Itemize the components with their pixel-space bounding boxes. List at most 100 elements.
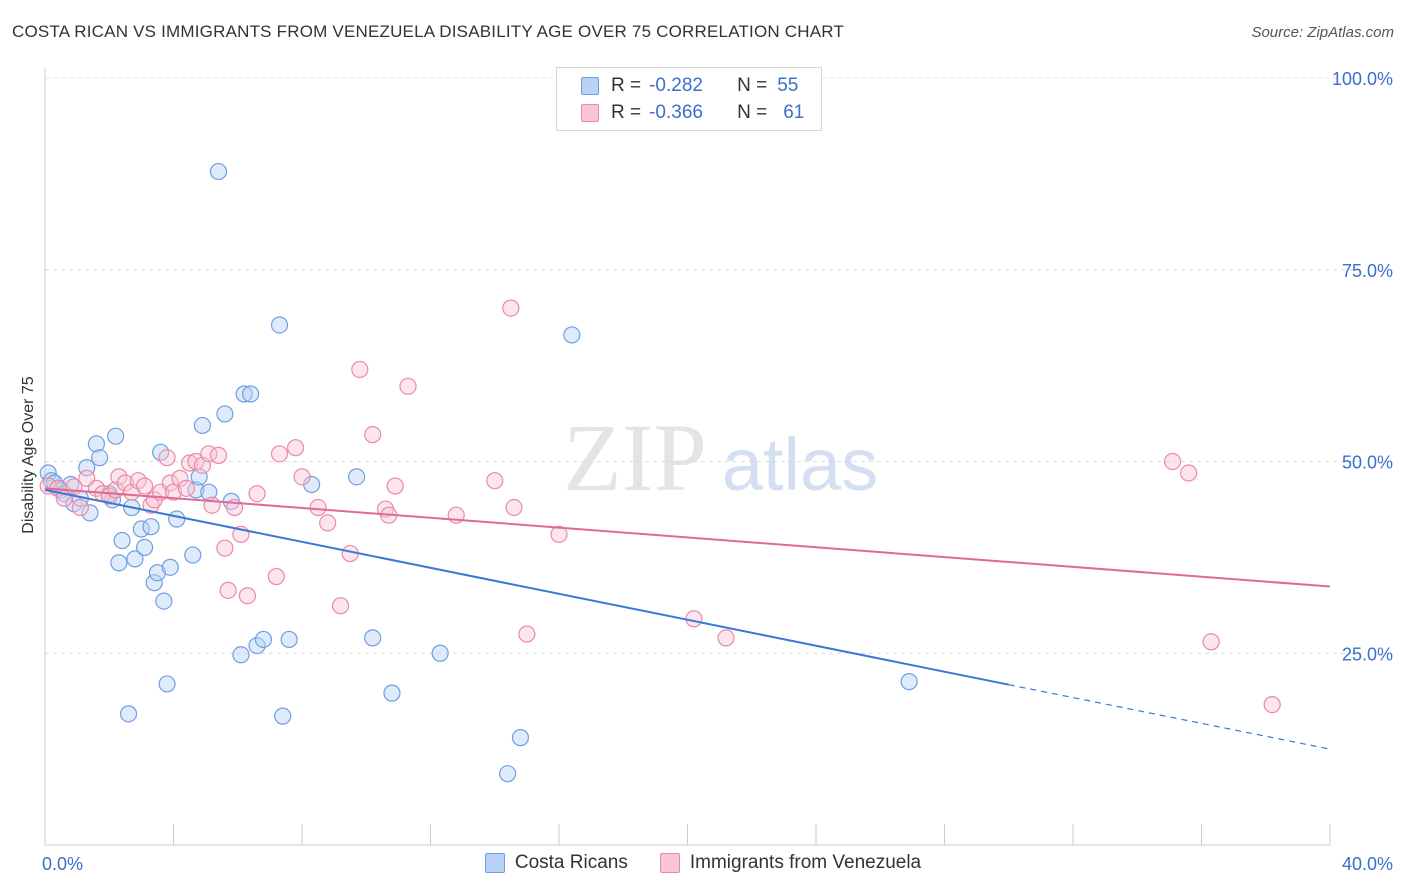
x-tick-label: 0.0% (42, 854, 83, 874)
venezuela-point (238, 587, 256, 605)
chart-title: COSTA RICAN VS IMMIGRANTS FROM VENEZUELA… (12, 22, 845, 41)
venezuela-point (171, 469, 189, 487)
venezuela-point (248, 485, 266, 503)
costa-ricans-point (900, 673, 918, 691)
costa-ricans-point (91, 449, 109, 467)
costa-ricans-point (62, 475, 80, 494)
legend-item-costa-ricans[interactable]: Costa Ricans (484, 852, 628, 874)
venezuela-point (1180, 464, 1198, 482)
venezuela-point (505, 498, 523, 517)
venezuela-point (399, 377, 417, 395)
venezuela-trend-line (44, 487, 1331, 588)
venezuela-point (203, 496, 221, 514)
venezuela-point (717, 629, 735, 647)
venezuela-point (293, 468, 311, 486)
n-value: 55 (777, 75, 799, 96)
source-label: Source: ZipAtlas.com (1251, 24, 1394, 41)
venezuela-point (71, 498, 89, 517)
venezuela-swatch-icon (581, 104, 599, 122)
venezuela-point (1163, 452, 1182, 471)
watermark-atlas: atlas (722, 423, 878, 506)
costa-ricans-swatch-icon (581, 77, 599, 95)
costa-ricans-point (348, 468, 366, 486)
r-label: R = (611, 75, 642, 96)
venezuela-point (267, 567, 285, 586)
costa-ricans-legend-swatch-icon (484, 853, 505, 873)
n-value: 61 (783, 102, 805, 123)
costa-ricans-point (232, 646, 250, 664)
costa-ricans-point (110, 554, 128, 572)
costa-ricans-point (142, 518, 160, 536)
costa-ricans-point (126, 550, 144, 568)
venezuela-point (270, 445, 289, 463)
venezuela-point (1202, 633, 1220, 651)
chart-legend: Costa Ricans Immigrants from Venezuela (0, 852, 1406, 874)
n-label: N = (737, 102, 768, 123)
venezuela-point (331, 597, 350, 615)
costa-ricans-point (158, 675, 176, 693)
costa-ricans-point (235, 385, 253, 403)
costa-ricans-point (364, 629, 382, 647)
stats-row-venezuela: R = -0.366 N = 61 (557, 100, 804, 126)
costa-ricans-point (499, 765, 517, 783)
costa-ricans-point (274, 707, 292, 725)
costa-ricans-point (431, 644, 449, 662)
venezuela-point (116, 474, 134, 492)
stats-row-costa-ricans: R = -0.282 N = 55 (557, 73, 798, 99)
costa-ricans-point (254, 630, 273, 649)
costa-ricans-point (81, 504, 99, 522)
costa-ricans-point (184, 546, 202, 564)
costa-ricans-point (87, 435, 106, 453)
venezuela-point (364, 426, 382, 444)
venezuela-point (1263, 696, 1281, 714)
venezuela-point (161, 474, 179, 492)
costa-ricans-point (563, 326, 581, 344)
watermark-zip: ZIP (563, 404, 707, 511)
costa-ricans-point (383, 684, 401, 702)
y-tick-label: 75.0% (1342, 261, 1393, 281)
x-tick-label: 40.0% (1342, 854, 1393, 874)
venezuela-point (685, 610, 703, 628)
y-tick-label: 100.0% (1332, 69, 1393, 89)
legend-item-venezuela[interactable]: Immigrants from Venezuela (659, 852, 922, 874)
costa-ricans-point (193, 416, 212, 435)
venezuela-point (135, 477, 154, 495)
n-label: N = (737, 75, 768, 96)
venezuela-point (486, 472, 504, 490)
venezuela-point (177, 479, 195, 497)
venezuela-point (309, 498, 327, 517)
stats-box: R = -0.282 N = 55 R = -0.366 N = 61 (556, 67, 822, 131)
costa-ricans-trend-extension (1008, 684, 1331, 750)
r-value: -0.282 (649, 75, 703, 96)
costa-ricans-point (148, 564, 167, 582)
venezuela-point (518, 625, 536, 643)
costa-ricans-point (216, 405, 234, 423)
costa-ricans-point (135, 538, 154, 557)
costa-ricans-point (113, 531, 131, 550)
costa-ricans-point (280, 630, 298, 649)
y-tick-label: 25.0% (1342, 644, 1393, 664)
venezuela-point (164, 483, 183, 501)
costa-ricans-point (248, 636, 266, 655)
costa-ricans-point (270, 316, 289, 334)
costa-ricans-point (242, 385, 260, 403)
costa-ricans-point (145, 574, 163, 592)
venezuela-point (502, 299, 520, 317)
venezuela-legend-swatch-icon (659, 853, 680, 873)
venezuela-point (351, 360, 369, 379)
venezuela-point (319, 514, 337, 532)
venezuela-point (219, 581, 237, 599)
costa-ricans-point (155, 592, 173, 610)
legend-label: Immigrants from Venezuela (689, 852, 922, 873)
costa-ricans-point (511, 729, 530, 747)
r-value: -0.366 (649, 102, 703, 123)
venezuela-point (158, 449, 176, 467)
venezuela-point (286, 439, 305, 457)
venezuela-point (216, 539, 234, 557)
costa-ricans-point (209, 162, 228, 181)
venezuela-point (209, 446, 228, 464)
legend-label: Costa Ricans (514, 852, 628, 873)
venezuela-point (550, 525, 568, 543)
venezuela-point (180, 454, 199, 472)
